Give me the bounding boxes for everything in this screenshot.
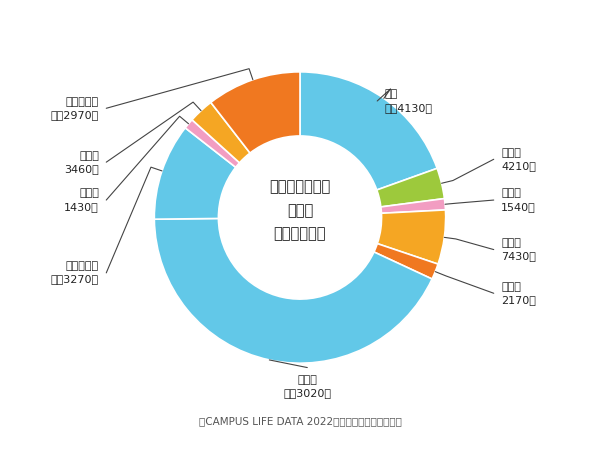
- Wedge shape: [211, 72, 300, 153]
- Text: 交通費
4210円: 交通費 4210円: [501, 148, 536, 171]
- Text: 貯金・繰越
１万2970円: 貯金・繰越 １万2970円: [51, 97, 99, 120]
- Text: 食費
２万4130円: 食費 ２万4130円: [385, 89, 433, 113]
- Text: その他
2170円: その他 2170円: [501, 281, 536, 305]
- Text: 電話代
3460円: 電話代 3460円: [64, 151, 99, 174]
- Text: 「CAMPUS LIFE DATA 2022」全国大学生協調査より: 「CAMPUS LIFE DATA 2022」全国大学生協調査より: [199, 416, 401, 426]
- Text: 勉学費
1430円: 勉学費 1430円: [64, 188, 99, 212]
- Wedge shape: [377, 168, 445, 207]
- Wedge shape: [154, 218, 432, 363]
- Text: 住居費
５万3020円: 住居費 ５万3020円: [283, 375, 331, 398]
- Wedge shape: [381, 198, 445, 213]
- Wedge shape: [192, 103, 250, 163]
- Text: 教養娯楽費
１万3270円: 教養娯楽費 １万3270円: [51, 262, 99, 285]
- Wedge shape: [154, 128, 236, 219]
- Text: 日常費
7430円: 日常費 7430円: [501, 238, 536, 261]
- Wedge shape: [300, 72, 437, 190]
- Text: 下宿生１カ月の
生活費
（全国平均）: 下宿生１カ月の 生活費 （全国平均）: [269, 179, 331, 241]
- Wedge shape: [374, 244, 438, 279]
- Wedge shape: [377, 210, 446, 264]
- Text: 書籍費
1540円: 書籍費 1540円: [501, 188, 536, 212]
- Wedge shape: [185, 120, 239, 168]
